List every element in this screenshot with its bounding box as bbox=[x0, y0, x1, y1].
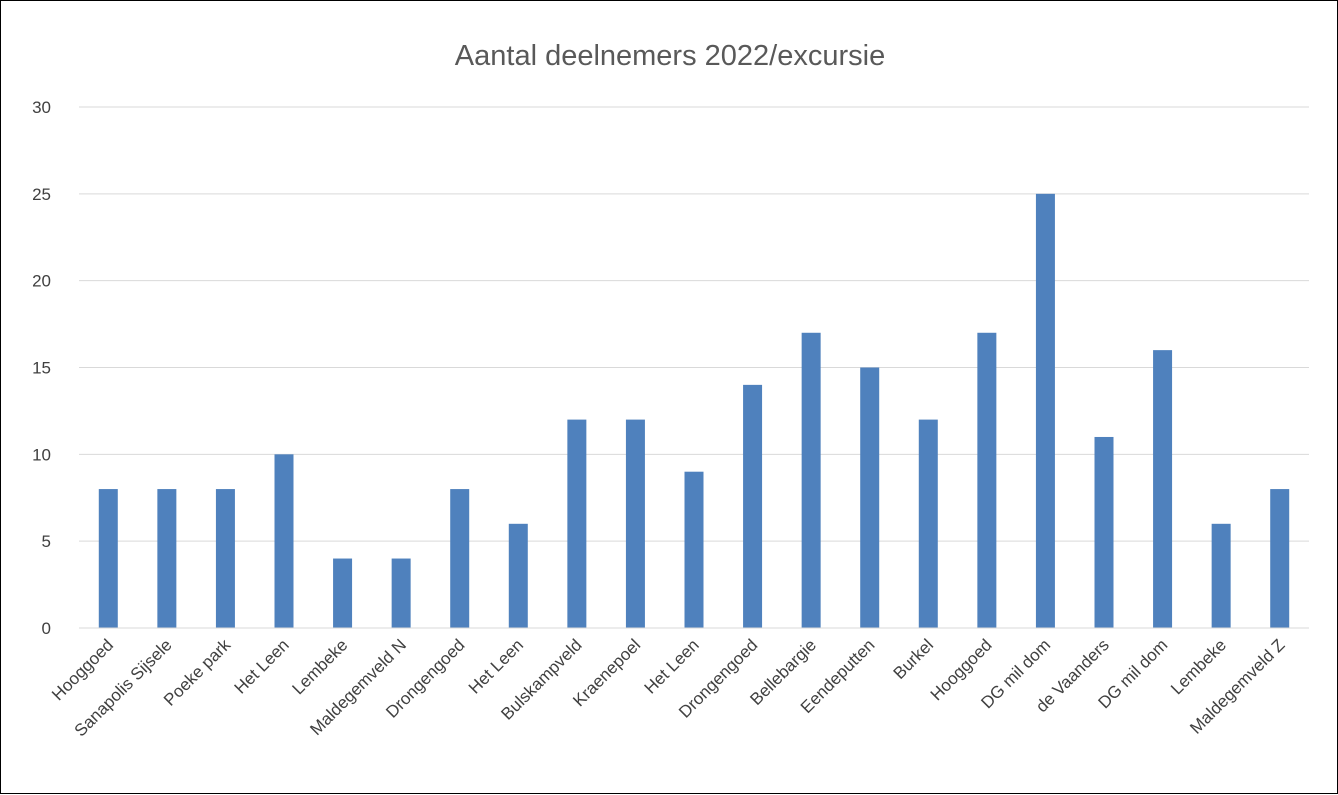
bar bbox=[684, 471, 704, 628]
bar bbox=[801, 332, 821, 628]
bar bbox=[1094, 436, 1114, 628]
y-tick-label: 20 bbox=[32, 272, 51, 291]
bar bbox=[625, 419, 645, 628]
bar bbox=[1153, 350, 1173, 628]
bar bbox=[918, 419, 938, 628]
bar bbox=[391, 558, 411, 628]
bar bbox=[1211, 523, 1231, 628]
bar bbox=[743, 384, 763, 628]
bar bbox=[215, 489, 235, 628]
y-tick-label: 25 bbox=[32, 185, 51, 204]
y-tick-label: 10 bbox=[32, 445, 51, 464]
y-tick-label: 5 bbox=[42, 532, 51, 551]
bars bbox=[98, 193, 1290, 629]
bar bbox=[157, 489, 177, 628]
x-category-label: Het Leen bbox=[641, 635, 703, 697]
x-category-label: Sanapolis Sijsele bbox=[71, 635, 176, 740]
bar bbox=[274, 454, 294, 628]
x-category-label: Het Leen bbox=[465, 635, 527, 697]
bar bbox=[860, 367, 880, 628]
bar bbox=[333, 558, 353, 628]
bar bbox=[977, 332, 997, 628]
bar bbox=[450, 489, 470, 628]
bar bbox=[1035, 193, 1055, 629]
y-tick-label: 15 bbox=[32, 359, 51, 378]
bar bbox=[508, 523, 528, 628]
bar bbox=[98, 489, 118, 628]
y-axis-ticks: 0 5 10 15 20 25 30 bbox=[32, 98, 51, 638]
x-category-label: Burkel bbox=[890, 635, 938, 683]
y-tick-label: 0 bbox=[42, 619, 51, 638]
y-tick-label: 30 bbox=[32, 98, 51, 117]
x-category-label: Het Leen bbox=[231, 635, 293, 697]
bar bbox=[1270, 489, 1290, 628]
bar bbox=[567, 419, 587, 628]
chart-title: Aantal deelnemers 2022/excursie bbox=[455, 40, 885, 72]
